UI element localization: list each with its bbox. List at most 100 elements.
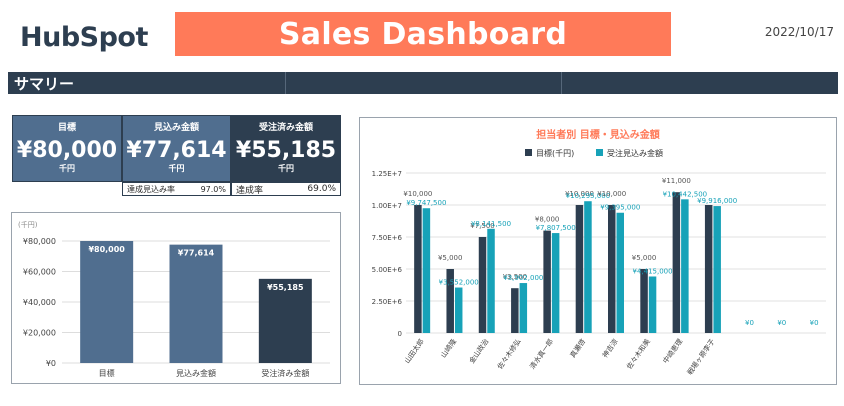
bar-data-label: ¥10,442,500: [663, 190, 708, 198]
bar: [446, 269, 454, 333]
kpi-unit: 千円: [278, 164, 294, 173]
rate-label: 達成率: [236, 185, 264, 196]
y-tick-label: 1.00E+7: [372, 202, 402, 210]
bar: [608, 205, 616, 333]
bar-data-label: ¥3,552,000: [439, 279, 479, 287]
y-tick-label: 2.50E+6: [372, 298, 403, 306]
x-tick-label: 佐々木修弘: [495, 337, 522, 371]
report-date: 2022/10/17: [764, 25, 834, 39]
summary-bar-chart-panel: (千円) ¥0 ¥20,000 ¥40,000 ¥60,000 ¥80,000 ¥80,00…: [11, 212, 341, 384]
rate-value: 97.0%: [200, 184, 226, 194]
bar-data-label: ¥10,000: [565, 190, 594, 198]
hubspot-logo: HubSpot: [20, 22, 160, 58]
bar: [414, 205, 422, 333]
summary-bar-chart: (千円) ¥0 ¥20,000 ¥40,000 ¥60,000 ¥80,000 ¥80,00…: [18, 220, 330, 378]
kpi-value: ¥77,614: [126, 138, 227, 163]
rep-bar-chart-panel: 担当者別 目標・見込み金額 目標(千円) 受注見込み金額 0 2.50E+6 5.00E+…: [359, 117, 837, 385]
y-tick-label: ¥80,000: [23, 237, 56, 246]
chart-title: 担当者別 目標・見込み金額: [536, 128, 659, 141]
y-tick-label: ¥0: [46, 359, 56, 368]
bar: [640, 269, 648, 333]
rate-label: 達成見込み率: [127, 184, 175, 194]
bar-data-label: ¥77,614: [178, 249, 215, 258]
bar-data-label: ¥9,916,000: [697, 197, 737, 205]
bar-data-label: ¥55,185: [267, 283, 304, 292]
bar-data-label: ¥0: [810, 319, 819, 327]
kpi-label: 目標: [57, 123, 76, 133]
bar-data-label: ¥5,000: [632, 254, 657, 262]
bar: [80, 241, 134, 363]
y-tick-label: ¥20,000: [23, 329, 56, 338]
logo-text: HubSpot: [20, 22, 148, 53]
y-tick-label: 5.00E+6: [372, 266, 403, 274]
x-tick-label: 山崎隆: [439, 337, 458, 359]
x-tick-label: 神吉涼: [600, 337, 619, 359]
x-tick-label: 受注済み金額: [261, 368, 309, 378]
kpi-value: ¥55,185: [235, 138, 337, 163]
bar: [258, 278, 312, 363]
x-tick-label: 真瀬啓: [568, 337, 587, 359]
kpi-unit: 千円: [168, 164, 185, 173]
bar-data-label: ¥5,000: [438, 254, 463, 262]
bar: [672, 192, 681, 333]
page-title: Sales Dashboard: [278, 16, 568, 52]
bar: [713, 206, 721, 333]
bar-data-label: ¥9,395,000: [600, 204, 640, 212]
bar-data-label: ¥0: [777, 319, 786, 327]
bar-data-label: ¥3,902,000: [503, 274, 543, 282]
kpi-won: 受注済み金額 ¥55,185 千円: [231, 115, 341, 182]
legend-swatch: [596, 149, 603, 156]
bar-data-label: ¥10,000: [597, 190, 626, 198]
bar: [584, 201, 592, 333]
x-tick-label: 目標: [99, 368, 115, 378]
bar: [487, 228, 495, 333]
bar: [704, 205, 713, 333]
kpi-value: ¥80,000: [16, 138, 118, 163]
bar-data-label: ¥10,000: [403, 190, 432, 198]
bar-data-label: ¥10,295,000: [566, 192, 611, 200]
rate-value: 69.0%: [307, 184, 336, 194]
legend-label: 目標(千円): [536, 148, 574, 158]
bar: [478, 237, 487, 333]
bar-data-label: ¥7,807,500: [536, 224, 576, 232]
x-tick-label: 中崎恵理: [661, 337, 684, 365]
bar-data-label: ¥8,141,500: [471, 220, 511, 228]
bar-data-label: ¥4,415,000: [633, 267, 673, 275]
y-tick-label: ¥40,000: [23, 298, 56, 307]
bar: [454, 287, 463, 333]
bar-data-label: ¥80,000: [88, 245, 125, 254]
bar: [575, 205, 584, 333]
y-tick-label: ¥60,000: [23, 268, 56, 277]
legend-swatch: [525, 149, 532, 156]
summary-divider: [285, 72, 286, 94]
forecast-rate-row: 達成見込み率 97.0%: [122, 182, 231, 196]
legend-label: 受注見込み金額: [607, 148, 663, 158]
x-tick-label: 見込み金額: [176, 368, 216, 378]
x-tick-label: 戦場ヶ原李子: [685, 337, 716, 377]
bar: [551, 233, 560, 333]
bar: [519, 283, 528, 333]
bar-data-label: ¥0: [745, 319, 754, 327]
kpi-forecast: 見込み金額 ¥77,614 千円: [122, 115, 231, 182]
achievement-rate-row: 達成率 69.0%: [231, 182, 341, 196]
kpi-unit: 千円: [59, 164, 75, 173]
bar-data-label: ¥7,500: [470, 222, 495, 230]
x-tick-label: 金山政治: [467, 337, 490, 365]
bar: [543, 230, 551, 333]
bar: [648, 276, 657, 333]
summary-divider: [561, 72, 562, 94]
bar-data-label: ¥8,000: [535, 216, 560, 224]
y-axis-unit-label: (千円): [18, 220, 38, 229]
bar: [422, 208, 431, 333]
summary-label: サマリー: [14, 75, 75, 93]
kpi-target: 目標 ¥80,000 千円: [12, 115, 122, 182]
y-tick-label: 0: [398, 330, 402, 338]
y-tick-label: 7.50E+6: [372, 234, 403, 242]
bar: [511, 288, 519, 333]
bar-data-label: ¥11,000: [662, 177, 691, 185]
bar: [616, 212, 624, 333]
bar-data-label: ¥9,747,500: [406, 199, 446, 207]
kpi-label: 見込み金額: [153, 123, 199, 133]
bar: [169, 244, 223, 363]
